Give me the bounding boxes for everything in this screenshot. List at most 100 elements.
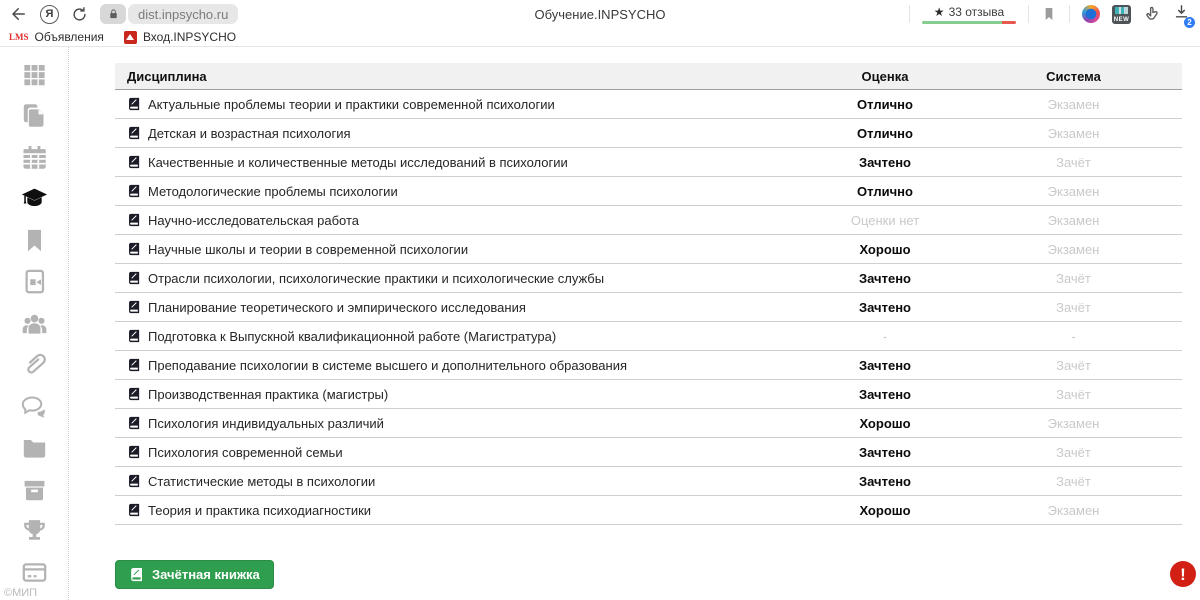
sidebar-item-calendar[interactable]	[20, 143, 48, 171]
sidebar-item-files[interactable]	[20, 434, 48, 462]
system-value: Зачёт	[1056, 444, 1091, 460]
video-document-icon	[25, 269, 44, 294]
sidebar-item-attachments[interactable]	[20, 351, 48, 379]
grade-value: -	[882, 328, 888, 344]
system-value: Экзамен	[1047, 502, 1100, 518]
grade-value: Оценки нет	[850, 212, 920, 228]
footer-row: Зачётная книжка	[115, 560, 1182, 589]
book-icon	[131, 567, 142, 582]
table-row[interactable]: Научные школы и теории в современной пси…	[115, 235, 1182, 264]
lms-favicon: LMS	[9, 32, 29, 42]
lock-icon[interactable]	[100, 4, 126, 24]
discipline-name[interactable]: Качественные и количественные методы исс…	[148, 154, 568, 170]
table-row[interactable]: Преподавание психологии в системе высшег…	[115, 351, 1182, 380]
book-icon	[129, 213, 140, 227]
book-icon	[129, 155, 140, 169]
sidebar-item-messages[interactable]	[20, 392, 48, 420]
discipline-name[interactable]: Преподавание психологии в системе высшег…	[148, 357, 627, 373]
users-group-icon	[22, 314, 46, 334]
sidebar-item-bookmarks[interactable]	[20, 226, 48, 254]
discipline-name[interactable]: Психология современной семьи	[148, 444, 343, 460]
new-badge: NEW	[1113, 16, 1130, 23]
table-row[interactable]: Научно-исследовательская работа Оценки н…	[115, 206, 1182, 235]
gradebook-button[interactable]: Зачётная книжка	[115, 560, 274, 589]
trophy-icon	[23, 520, 45, 540]
system-value: Экзамен	[1047, 96, 1100, 112]
discipline-name[interactable]: Научные школы и теории в современной пси…	[148, 241, 469, 257]
bookmark-inpsycho-login[interactable]: Вход.INPSYCHO	[123, 30, 236, 44]
toolbar-separator	[1069, 5, 1070, 23]
grade-value: Хорошо	[859, 415, 911, 431]
grade-value: Отлично	[857, 183, 913, 199]
discipline-name[interactable]: Планирование теоретического и эмпирическ…	[148, 299, 526, 315]
table-row[interactable]: Планирование теоретического и эмпирическ…	[115, 293, 1182, 322]
discipline-name[interactable]: Производственная практика (магистры)	[148, 386, 389, 402]
discipline-name[interactable]: Подготовка к Выпускной квалификационной …	[148, 328, 557, 344]
table-row[interactable]: Актуальные проблемы теории и практики со…	[115, 90, 1182, 119]
system-value: Зачёт	[1056, 386, 1091, 402]
table-row[interactable]: Психология современной семьи Зачтено Зач…	[115, 438, 1182, 467]
table-row[interactable]: Качественные и количественные методы исс…	[115, 148, 1182, 177]
table-row[interactable]: Отрасли психологии, психологические прак…	[115, 264, 1182, 293]
discipline-name[interactable]: Детская и возрастная психология	[148, 125, 351, 141]
table-row[interactable]: Производственная практика (магистры) Зач…	[115, 380, 1182, 409]
reload-icon[interactable]	[71, 6, 88, 23]
grade-value: Зачтено	[859, 270, 911, 286]
archive-box-icon	[24, 480, 44, 500]
sidebar-item-apps-grid[interactable]	[20, 60, 48, 88]
sidebar-item-archive[interactable]	[20, 475, 48, 503]
sidebar-item-documents[interactable]	[20, 102, 48, 130]
table-row[interactable]: Детская и возрастная психология Отлично …	[115, 119, 1182, 148]
extension-color-circle-icon[interactable]	[1082, 5, 1100, 23]
sidebar: ©МИП	[0, 47, 69, 600]
apps-grid-icon	[23, 64, 45, 85]
table-row[interactable]: Методологические проблемы психологии Отл…	[115, 177, 1182, 206]
discipline-name[interactable]: Психология индивидуальных различий	[148, 415, 384, 431]
book-icon	[129, 97, 140, 111]
discipline-name[interactable]: Теория и практика психодиагностики	[148, 502, 372, 518]
extension-new-art	[1115, 6, 1128, 14]
book-icon	[129, 242, 140, 256]
table-row[interactable]: Статистические методы в психологии Зачте…	[115, 467, 1182, 496]
back-icon[interactable]	[10, 5, 28, 23]
discipline-name[interactable]: Статистические методы в психологии	[148, 473, 376, 489]
downloads-button[interactable]: 2	[1173, 3, 1195, 28]
grades-table: Дисциплина Оценка Система Актуальные про…	[115, 63, 1182, 525]
bookmark-announcements[interactable]: LMS Объявления	[9, 30, 104, 44]
table-row[interactable]: Теория и практика психодиагностики Хорош…	[115, 496, 1182, 525]
table-row[interactable]: Психология индивидуальных различий Хорош…	[115, 409, 1182, 438]
credit-card-icon	[22, 562, 46, 582]
grade-value: Зачтено	[859, 386, 911, 402]
book-icon	[129, 474, 140, 488]
book-icon	[129, 503, 140, 517]
grade-value: Зачтено	[859, 357, 911, 373]
sidebar-item-video-materials[interactable]	[20, 268, 48, 296]
book-icon	[129, 387, 140, 401]
discipline-name[interactable]: Отрасли психологии, психологические прак…	[148, 270, 605, 286]
graduation-cap-icon	[21, 188, 47, 207]
sidebar-item-payments[interactable]	[20, 558, 48, 586]
sidebar-item-achievements[interactable]	[20, 517, 48, 545]
discipline-name[interactable]: Научно-исследовательская работа	[148, 212, 360, 228]
sidebar-item-education-active[interactable]	[20, 185, 48, 213]
table-row[interactable]: Подготовка к Выпускной квалификационной …	[115, 322, 1182, 351]
sidebar-item-users[interactable]	[20, 309, 48, 337]
chat-bubbles-icon	[21, 395, 45, 418]
address-bar[interactable]: dist.inpsycho.ru	[100, 4, 239, 24]
grade-value: Хорошо	[859, 241, 911, 257]
alert-notification-icon[interactable]	[1170, 561, 1196, 587]
discipline-name[interactable]: Методологические проблемы психологии	[148, 183, 398, 199]
table-header-row: Дисциплина Оценка Система	[115, 63, 1182, 90]
folder-icon	[23, 439, 45, 458]
address-url[interactable]: dist.inpsycho.ru	[128, 4, 239, 24]
yandex-profile-button[interactable]: Я	[40, 4, 59, 24]
extension-new-icon[interactable]: NEW	[1112, 4, 1131, 24]
site-reviews-widget[interactable]: 33 отзыва	[922, 5, 1016, 24]
hand-cursor-icon[interactable]	[1143, 5, 1161, 23]
bookmark-flag-icon[interactable]	[1041, 6, 1057, 22]
discipline-name[interactable]: Актуальные проблемы теории и практики со…	[148, 96, 555, 112]
copyright-label: ©МИП	[4, 587, 38, 599]
toolbar-separator	[909, 5, 910, 23]
lms-app: ©МИП Дисциплина Оценка Система Актуальны…	[0, 47, 1200, 600]
toolbar-separator	[1028, 5, 1029, 23]
